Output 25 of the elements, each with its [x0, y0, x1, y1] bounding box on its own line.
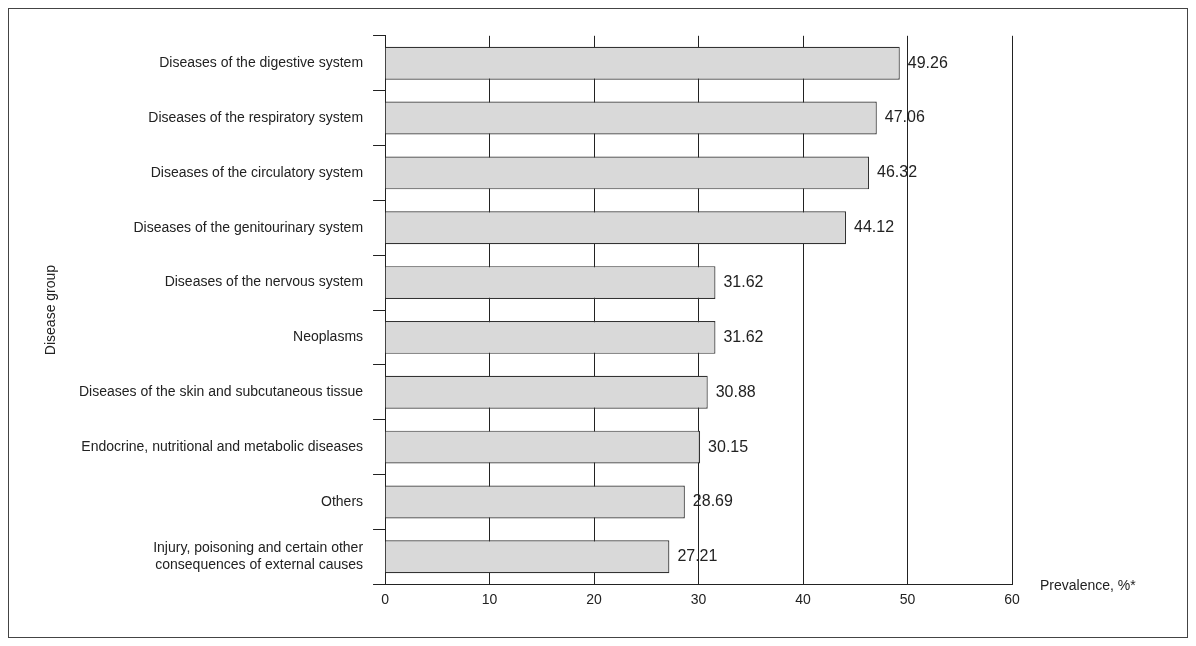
x-axis-title: Prevalence, %* [1040, 577, 1137, 594]
data-label: 44.12 [854, 218, 895, 236]
y-tick-label: Neoplasms [293, 328, 364, 345]
data-label: 31.62 [723, 272, 764, 290]
y-tick-label: Diseases of the circulatory system [150, 163, 364, 180]
x-tick-label: 20 [586, 591, 603, 608]
x-tick-label: 60 [1004, 591, 1020, 608]
x-tick-label: 30 [690, 591, 707, 608]
y-tick-label: Diseases of the skin and subcutaneous tissue [79, 383, 364, 400]
y-tick-label: Diseases of the digestive system [159, 54, 364, 71]
y-axis-title: Disease group [41, 264, 58, 356]
data-label: 30.88 [715, 382, 756, 400]
data-label: 30.15 [708, 437, 749, 455]
y-tick-label: Injury, poisoning and certain other consequences of external causes [153, 539, 364, 573]
data-label: 49.26 [907, 53, 948, 71]
x-tick-label: 0 [381, 591, 390, 608]
x-tick-label: 10 [481, 591, 498, 608]
y-tick-label: Others [321, 492, 364, 509]
y-tick-label: Diseases of the respiratory system [148, 108, 364, 125]
y-tick-label: Diseases of the nervous system [164, 273, 364, 290]
data-label: 31.62 [723, 327, 764, 345]
y-tick-label: Endocrine, nutritional and metabolic diseases [81, 437, 364, 454]
x-tick-label: 40 [795, 591, 812, 608]
x-tick-label: 50 [899, 591, 916, 608]
y-tick-label: Diseases of the genitourinary system [133, 218, 364, 235]
